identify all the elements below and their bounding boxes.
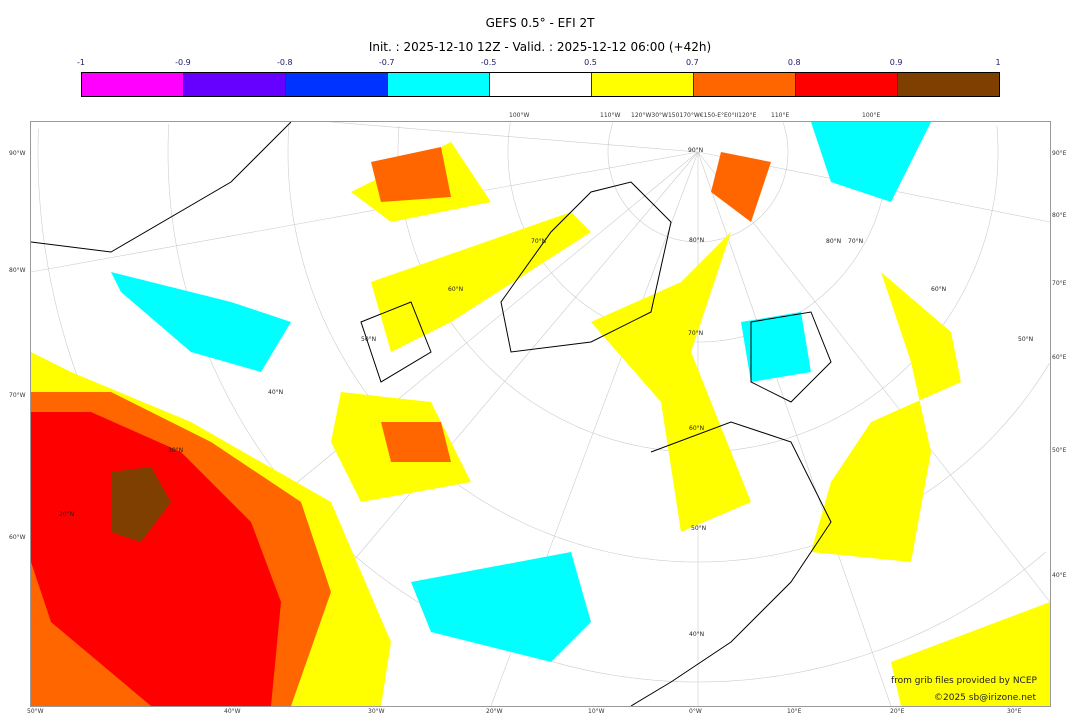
colorbar-segment <box>184 73 286 96</box>
latitude-labels: 90°N 80°N 80°N 70°N 70°N 70°N 60°N 60°N 60°N 50°N… <box>59 147 1033 638</box>
latitude-label: 40°N <box>268 389 283 396</box>
map-area: 90°N 80°N 80°N 70°N 70°N 70°N 60°N 60°N 60°N 50°N… <box>30 121 1051 707</box>
latitude-circle <box>996 125 999 152</box>
latitude-circle <box>782 122 789 152</box>
bottom-axis-label: 40°W <box>224 708 241 715</box>
efi-field <box>31 122 1050 706</box>
top-axis-label: 100°W <box>509 112 530 119</box>
latitude-label: 70°N <box>531 238 546 245</box>
colorbar-tick: -0.8 <box>276 58 293 67</box>
right-axis-label: 70°E <box>1052 280 1067 287</box>
latitude-label: 60°N <box>448 286 463 293</box>
right-axis-label: 50°E <box>1052 447 1067 454</box>
colorbar-tick: 0.5 <box>584 58 597 67</box>
latitude-label: 40°N <box>689 631 704 638</box>
left-axis-label: 60°W <box>9 534 26 541</box>
latitude-label: 80°N <box>826 238 841 245</box>
map-title: GEFS 0.5° - EFI 2T <box>485 16 595 30</box>
latitude-circle <box>607 122 789 243</box>
colorbar-segment <box>286 73 388 96</box>
left-axis-label: 70°W <box>9 392 26 399</box>
bottom-axis-label: 20°W <box>486 708 503 715</box>
colorbar-segment <box>796 73 898 96</box>
efi-map: 90°N 80°N 80°N 70°N 70°N 70°N 60°N 60°N 60°N 50°N… <box>31 122 1050 706</box>
colorbar-tick: -0.9 <box>175 58 191 67</box>
top-axis-label: 100°E <box>862 112 881 119</box>
bottom-axis-label: 10°E <box>787 708 802 715</box>
colorbar-segment <box>694 73 796 96</box>
left-axis-label: 90°W <box>9 150 26 157</box>
latitude-label: 50°N <box>691 525 706 532</box>
latitude-label: 30°N <box>168 447 183 454</box>
latitude-label: 70°N <box>848 238 863 245</box>
latitude-label: 70°N <box>688 330 703 337</box>
colorbar-tick: -0.5 <box>480 58 497 67</box>
latitude-label: 20°N <box>59 511 74 518</box>
right-axis-label: 60°E <box>1052 354 1067 361</box>
latitude-label: 60°N <box>689 425 704 432</box>
top-axis-label: 110°E <box>771 112 790 119</box>
map-subtitle: Init. : 2025-12-10 12Z - Valid. : 2025-1… <box>368 40 712 54</box>
colorbar-tick: 1 <box>995 58 1001 67</box>
colorbar-tick: 0.9 <box>889 58 903 67</box>
latitude-circle <box>287 123 1050 563</box>
latitude-label: 50°N <box>1018 336 1033 343</box>
bottom-axis-label: 0°W <box>689 708 702 715</box>
data-credit: from grib files provided by NCEP <box>891 676 1037 686</box>
colorbar-segment <box>490 73 592 96</box>
bottom-axis-label: 50°W <box>27 708 44 715</box>
bottom-axis-label: 20°E <box>890 708 905 715</box>
colorbar-segment <box>898 73 999 96</box>
latitude-label: 90°N <box>688 147 703 154</box>
left-axis-label: 80°W <box>9 267 26 274</box>
colorbar-tick: 0.8 <box>787 58 801 67</box>
bottom-axis-label: 30°W <box>368 708 385 715</box>
bottom-axis-label: 10°W <box>588 708 605 715</box>
bottom-axis-label: 30°E <box>1007 708 1022 715</box>
colorbar-segment <box>592 73 694 96</box>
colorbar-tick: 0.7 <box>685 58 699 67</box>
copyright: ©2025 sb@irizone.net <box>934 693 1036 703</box>
colorbar-tick: -1 <box>77 58 85 67</box>
latitude-label: 50°N <box>361 336 376 343</box>
top-axis-label: 120°W30°W150170°W€150-E°E0°II120°E <box>631 112 757 119</box>
coastlines <box>31 122 832 706</box>
colorbar-segment <box>388 73 490 96</box>
latitude-label: 80°N <box>689 237 704 244</box>
right-axis-label: 90°E <box>1052 150 1067 157</box>
colorbar-segment <box>82 73 184 96</box>
colorbar <box>81 72 1000 97</box>
colorbar-tick: -0.7 <box>378 58 395 67</box>
right-axis-label: 80°E <box>1052 212 1067 219</box>
top-axis-label: 110°W <box>600 112 621 119</box>
right-axis-label: 40°E <box>1052 572 1067 579</box>
latitude-label: 60°N <box>931 286 946 293</box>
